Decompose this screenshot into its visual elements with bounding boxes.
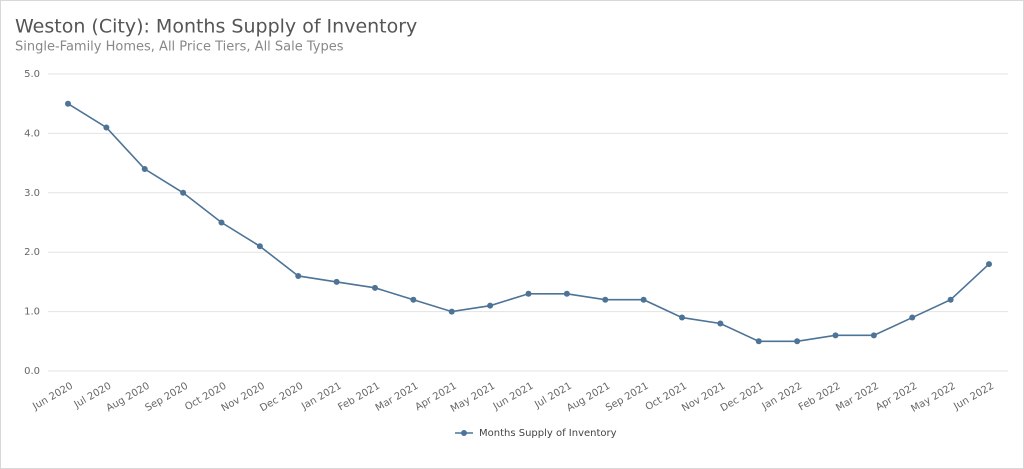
data-point <box>295 272 302 279</box>
data-point <box>870 332 877 339</box>
data-point <box>372 284 378 291</box>
data-point <box>180 189 187 196</box>
data-point <box>103 124 110 131</box>
legend-marker <box>461 430 467 436</box>
data-point <box>65 100 71 107</box>
y-tick-label: 0.0 <box>24 366 40 377</box>
y-tick-label: 2.0 <box>24 247 40 258</box>
chart-subtitle: Single-Family Homes, All Price Tiers, Al… <box>15 40 344 55</box>
data-point <box>794 338 801 345</box>
data-point <box>563 290 570 297</box>
data-point <box>525 290 532 297</box>
data-point <box>832 332 839 339</box>
legend-label: Months Supply of Inventory <box>479 428 617 439</box>
data-point <box>218 219 225 226</box>
data-point <box>909 314 916 321</box>
data-point <box>947 296 954 303</box>
y-tick-label: 3.0 <box>24 188 40 199</box>
data-point <box>679 314 685 321</box>
data-point <box>410 296 417 303</box>
data-point <box>717 320 724 327</box>
data-point <box>448 308 455 315</box>
data-point <box>487 302 494 309</box>
chart-title: Weston (City): Months Supply of Inventor… <box>15 16 417 38</box>
data-point <box>640 296 647 303</box>
y-tick-label: 1.0 <box>24 307 40 318</box>
data-point <box>333 278 340 285</box>
data-point <box>256 243 263 250</box>
data-point <box>755 338 762 345</box>
data-point <box>986 261 992 268</box>
y-tick-label: 4.0 <box>24 128 40 139</box>
y-tick-label: 5.0 <box>24 69 40 80</box>
data-point <box>141 166 148 173</box>
data-point <box>602 296 609 303</box>
